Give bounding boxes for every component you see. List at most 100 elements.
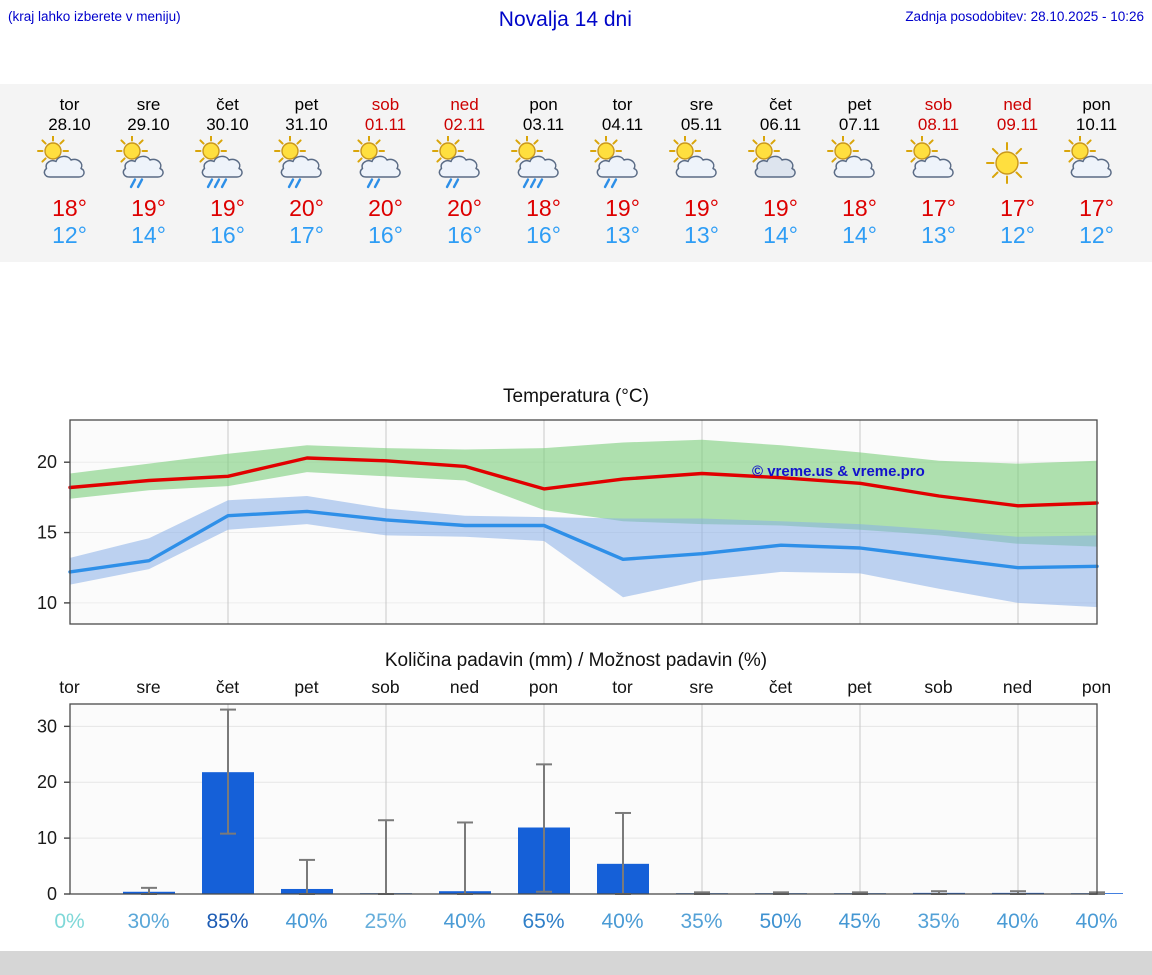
precip-probability: 40% xyxy=(996,910,1039,933)
day-min-temp: 12° xyxy=(52,222,87,248)
rain-light-icon xyxy=(425,136,504,191)
last-update-text: Zadnja posodobitev: 28.10.2025 - 10:26 xyxy=(905,9,1144,24)
weather-icon-svg xyxy=(511,136,559,189)
partly-icon xyxy=(820,136,899,191)
day-name: tor xyxy=(59,95,80,114)
forecast-day: čet 30.10 19° 16° xyxy=(188,95,267,249)
day-min-temp: 16° xyxy=(526,222,561,248)
rain-heavy-icon xyxy=(504,136,583,191)
day-name: čet xyxy=(216,95,239,114)
precip-day-label: čet xyxy=(215,677,240,697)
precip-day-label: pet xyxy=(294,677,319,697)
day-max-temp: 19° xyxy=(763,195,798,221)
forecast-day: sre 05.11 19° 13° xyxy=(662,95,741,249)
day-min-temp: 14° xyxy=(842,222,877,248)
max-range-band xyxy=(70,439,1097,547)
precip-day-label: tor xyxy=(59,677,80,697)
day-max-temp: 20° xyxy=(447,195,482,221)
precip-probability: 35% xyxy=(917,910,960,933)
rain-heavy-icon xyxy=(188,136,267,191)
charts-section: Temperatura (°C) © vreme.us & vreme.pro 1… xyxy=(0,384,1152,938)
day-name: čet xyxy=(769,95,792,114)
day-max-temp: 18° xyxy=(842,195,877,221)
precip-day-label: čet xyxy=(768,677,793,697)
day-name: pet xyxy=(294,95,319,114)
day-min-temp: 13° xyxy=(921,222,956,248)
max-temperature-line xyxy=(68,456,1099,508)
partly-icon xyxy=(899,136,978,191)
precip-day-label: sre xyxy=(136,677,161,697)
day-date: 29.10 xyxy=(127,115,170,134)
precip-day-label: pon xyxy=(528,677,559,697)
day-max-temp: 19° xyxy=(210,195,245,221)
day-name: pet xyxy=(847,95,872,114)
day-min-temp: 16° xyxy=(368,222,403,248)
weather-icon-svg xyxy=(748,136,796,178)
weather-icon-svg xyxy=(590,136,638,189)
day-name: ned xyxy=(450,95,479,114)
page-title: Novalja 14 dni xyxy=(498,8,632,31)
precip-chart-title: Količina padavin (mm) / Možnost padavin … xyxy=(384,650,768,671)
day-date: 05.11 xyxy=(680,115,723,134)
day-min-temp: 12° xyxy=(1000,222,1035,248)
precip-probability: 40% xyxy=(285,910,328,933)
y-tick-label: 30 xyxy=(37,716,57,736)
forecast-day: pet 31.10 20° 17° xyxy=(267,95,346,249)
forecast-strip: tor 28.10 18° 12° sre 29.10 19° 14° čet 30.10 19° 1… xyxy=(0,84,1152,262)
watermark-link[interactable]: © vreme.us & vreme.pro xyxy=(752,463,925,480)
day-date: 08.11 xyxy=(917,115,960,134)
precip-probability: 40% xyxy=(1075,910,1118,933)
day-max-temp: 17° xyxy=(921,195,956,221)
day-name: pon xyxy=(529,95,558,114)
day-max-temp: 19° xyxy=(605,195,640,221)
weather-icon-svg xyxy=(669,136,717,178)
day-max-temp: 19° xyxy=(684,195,719,221)
day-date: 03.11 xyxy=(522,115,565,134)
day-min-temp: 16° xyxy=(210,222,245,248)
forecast-day: pet 07.11 18° 14° xyxy=(820,95,899,249)
y-tick-label: 15 xyxy=(37,523,57,543)
precip-day-label: pon xyxy=(1081,677,1112,697)
day-max-temp: 17° xyxy=(1079,195,1114,221)
day-max-temp: 17° xyxy=(1000,195,1035,221)
day-min-temp: 17° xyxy=(289,222,324,248)
day-date: 31.10 xyxy=(285,115,328,134)
weather-icon-svg xyxy=(37,136,85,178)
min-range-band xyxy=(70,496,1097,608)
precip-probability: 40% xyxy=(443,910,486,933)
plot-border xyxy=(69,703,1098,895)
precip-day-labels-row: tor sre čet pet sob ned pon tor sre čet pet sob ned p… xyxy=(30,676,1136,698)
day-max-temp: 19° xyxy=(131,195,166,221)
forecast-days-row: tor 28.10 18° 12° sre 29.10 19° 14° čet 30.10 19° 1… xyxy=(30,95,1136,249)
day-min-temp: 12° xyxy=(1079,222,1114,248)
day-name: pon xyxy=(1082,95,1111,114)
precip-day-label: sre xyxy=(689,677,714,697)
precip-probability: 25% xyxy=(364,910,407,933)
min-temperature-line xyxy=(68,509,1099,574)
day-min-temp: 13° xyxy=(605,222,640,248)
day-max-temp: 20° xyxy=(368,195,403,221)
weather-icon-svg xyxy=(1064,136,1112,178)
precip-probability: 30% xyxy=(127,910,170,933)
day-date: 02.11 xyxy=(443,115,486,134)
sunny-icon xyxy=(978,136,1057,191)
day-min-temp: 16° xyxy=(447,222,482,248)
y-tick-label: 10 xyxy=(37,828,57,848)
forecast-day: pon 10.11 17° 12° xyxy=(1057,95,1136,249)
rain-light-icon xyxy=(346,136,425,191)
day-date: 30.10 xyxy=(206,115,249,134)
day-name: tor xyxy=(612,95,633,114)
day-date: 06.11 xyxy=(759,115,802,134)
partly-icon xyxy=(662,136,741,191)
forecast-day: ned 09.11 17° 12° xyxy=(978,95,1057,249)
day-max-temp: 18° xyxy=(526,195,561,221)
day-min-temp: 14° xyxy=(131,222,166,248)
precip-probability: 50% xyxy=(759,910,802,933)
precip-probability: 85% xyxy=(206,910,249,933)
precip-probability-row: 0% 30% 85% 40% 25% 40% 65% 40% 35% 50% 45% 35% 40% 40… xyxy=(30,906,1136,938)
page-header: (kraj lahko izberete v meniju) Novalja 1… xyxy=(0,0,1152,42)
day-date: 28.10 xyxy=(48,115,91,134)
forecast-day: čet 06.11 19° 14° xyxy=(741,95,820,249)
weather-icon-svg xyxy=(353,136,401,189)
weather-icon-svg xyxy=(116,136,164,189)
